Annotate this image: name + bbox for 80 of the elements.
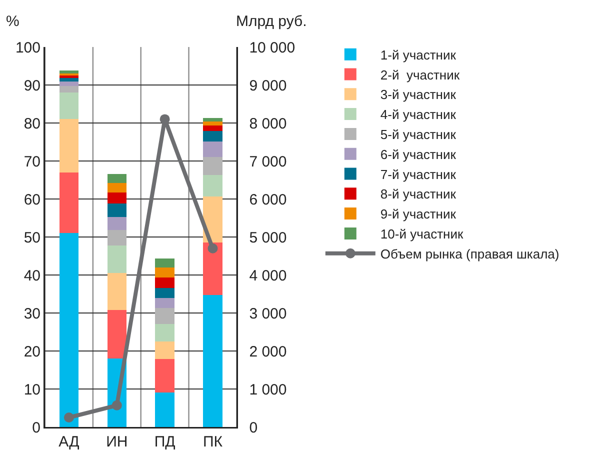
- y2-tick-label: 9 000: [249, 77, 287, 94]
- legend-label: 7-й участник: [380, 166, 456, 182]
- y2-tick-label: 4 000: [249, 267, 287, 284]
- bar: [155, 324, 174, 342]
- bar: [203, 242, 222, 295]
- bar: [107, 310, 126, 359]
- bar: [155, 392, 174, 427]
- y2-tick-label: 10 000: [249, 39, 296, 56]
- legend-label: 3-й участник: [380, 87, 456, 102]
- y-tick-label: 80: [24, 115, 40, 132]
- y2-axis-title: Млрд руб.: [236, 13, 307, 30]
- y-tick-label: 0: [32, 419, 40, 436]
- legend-label: 10-й участник: [380, 226, 464, 242]
- bar: [107, 183, 126, 193]
- y2-tick-label: 8 000: [249, 115, 287, 132]
- legend-label: 4-й участник: [380, 107, 456, 122]
- y2-tick-label: 5 000: [249, 229, 287, 246]
- bar: [59, 233, 79, 427]
- bar: [155, 358, 174, 392]
- point: [208, 243, 218, 254]
- x-tick-label: АД: [58, 434, 80, 450]
- bar: [155, 258, 174, 268]
- y2-tick-label: 3 000: [249, 305, 287, 322]
- bar: [107, 216, 126, 230]
- bar: [59, 92, 79, 120]
- bar: [107, 273, 126, 310]
- legend-label: 9-й участник: [380, 206, 456, 222]
- bar: [155, 288, 174, 298]
- point: [112, 400, 122, 410]
- bar: [203, 294, 222, 427]
- x-tick-label: ПД: [154, 434, 176, 450]
- y-tick-label: 70: [24, 153, 40, 170]
- bar: [59, 70, 79, 74]
- y-tick-label: 20: [24, 343, 40, 360]
- bar: [59, 172, 79, 234]
- bar: [59, 82, 79, 86]
- legend-label: 6-й участник: [380, 146, 456, 162]
- y-tick-label: 90: [24, 77, 40, 94]
- y2-tick-label: 1 000: [249, 381, 287, 398]
- legend-label: 2-й участник: [380, 67, 460, 82]
- bar: [155, 308, 174, 324]
- bar: [203, 196, 222, 243]
- bar: [203, 175, 222, 196]
- bar: [203, 126, 222, 131]
- bar: [155, 298, 174, 308]
- bar: [107, 204, 126, 217]
- bar: [155, 342, 174, 359]
- y-tick-label: 100: [15, 39, 40, 56]
- x-tick-label: ИН: [106, 434, 128, 450]
- y-tick-label: 10: [24, 381, 40, 398]
- x-tick-label: ПК: [202, 434, 223, 450]
- bar: [107, 174, 126, 184]
- y-tick-label: 50: [24, 229, 40, 246]
- y-tick-label: 60: [24, 191, 40, 208]
- bar: [203, 121, 222, 126]
- y-tick-label: 30: [24, 305, 40, 322]
- legend-label: 5-й участник: [380, 127, 456, 142]
- bar: [203, 118, 222, 122]
- bar: [155, 267, 174, 278]
- bar: [107, 245, 126, 274]
- y-tick-label: 40: [24, 267, 40, 284]
- bar: [203, 130, 222, 142]
- bar: [59, 86, 79, 93]
- y2-tick-label: 0: [249, 419, 258, 436]
- y2-tick-label: 7 000: [249, 153, 287, 170]
- point: [160, 114, 170, 124]
- legend-label: Объем рынка (правая шкала): [380, 246, 560, 262]
- y2-tick-label: 6 000: [249, 191, 287, 208]
- bar: [59, 119, 79, 172]
- bar: [155, 278, 174, 288]
- bar: [107, 230, 126, 246]
- bar: [203, 142, 222, 157]
- y-axis-title: %: [6, 13, 20, 30]
- bar: [107, 192, 126, 204]
- legend-label: 1-й участник: [380, 47, 456, 62]
- y2-tick-label: 2 000: [249, 343, 287, 360]
- point: [64, 412, 74, 422]
- bar: [203, 156, 222, 176]
- legend-label: 8-й участник: [380, 186, 456, 202]
- bar: [59, 78, 79, 82]
